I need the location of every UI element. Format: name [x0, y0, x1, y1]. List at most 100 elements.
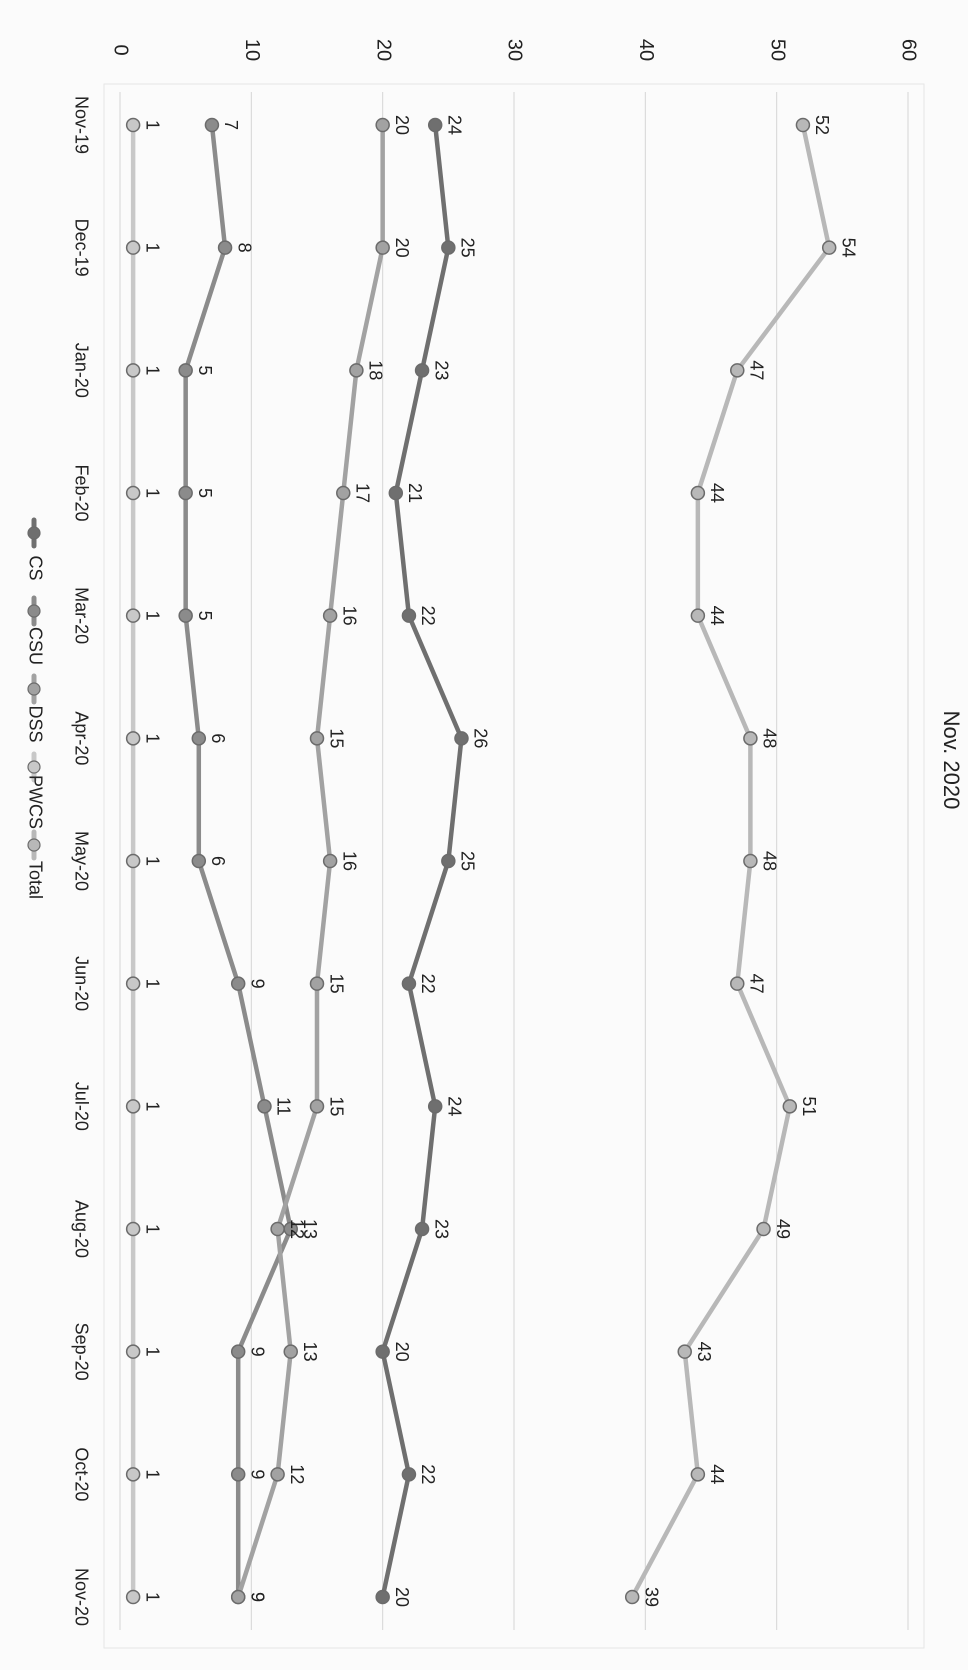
point-csu-9 [257, 1099, 272, 1114]
point-total-5 [690, 608, 706, 623]
legend-item-pwcs: PWCS [25, 751, 45, 829]
label-csu-1: 7 [221, 120, 241, 130]
y-tick-30: 30 [504, 39, 526, 61]
point-pwcs-11 [125, 1344, 141, 1359]
point-csu-5 [178, 608, 193, 623]
point-cs-9 [427, 1099, 443, 1114]
point-total-6 [743, 731, 758, 746]
point-csu-12 [230, 1467, 246, 1482]
point-cs-2 [441, 240, 456, 255]
point-dss-3 [349, 363, 364, 378]
label-dss-3: 18 [366, 360, 386, 380]
label-pwcs-7: 1 [142, 856, 162, 866]
label-cs-10: 23 [431, 1219, 451, 1239]
chart-title: Nov. 2020 [939, 711, 964, 810]
point-pwcs-1 [125, 117, 141, 133]
label-pwcs-11: 1 [142, 1347, 162, 1357]
label-csu-2: 8 [234, 243, 254, 253]
label-cs-1: 24 [444, 115, 464, 135]
label-total-8: 47 [747, 974, 767, 994]
point-csu-3 [178, 363, 193, 378]
label-pwcs-9: 1 [142, 1101, 162, 1111]
x-tick-apr-20: Apr-20 [71, 711, 91, 765]
label-cs-12: 22 [418, 1464, 438, 1484]
y-tick-50: 50 [766, 39, 788, 61]
plot-border [103, 83, 925, 1649]
point-cs-8 [401, 976, 417, 991]
point-pwcs-13 [125, 1589, 141, 1605]
x-tick-nov-19: Nov-19 [71, 96, 91, 154]
point-pwcs-3 [125, 363, 141, 378]
label-pwcs-6: 1 [142, 733, 162, 743]
x-tick-may-20: May-20 [71, 831, 91, 891]
point-total-3 [730, 363, 745, 378]
point-pwcs-12 [125, 1467, 141, 1482]
point-cs-7 [441, 853, 456, 869]
point-cs-3 [414, 363, 430, 378]
y-tick-20: 20 [372, 39, 394, 61]
label-total-4: 44 [707, 483, 727, 503]
label-dss-4: 17 [353, 483, 373, 503]
x-tick-jun-20: Jun-20 [71, 956, 91, 1011]
label-dss-5: 16 [339, 606, 359, 626]
point-total-1 [795, 117, 811, 133]
label-cs-11: 20 [392, 1342, 412, 1362]
label-total-13: 39 [641, 1587, 661, 1607]
label-pwcs-12: 1 [142, 1469, 162, 1479]
label-cs-9: 24 [444, 1096, 464, 1116]
label-dss-6: 15 [326, 728, 346, 748]
label-pwcs-1: 1 [142, 120, 162, 130]
label-csu-10: 13 [300, 1219, 320, 1239]
point-total-13 [624, 1589, 640, 1605]
label-pwcs-3: 1 [142, 365, 162, 375]
label-csu-8: 9 [247, 979, 267, 989]
point-dss-9 [309, 1099, 325, 1114]
label-dss-1: 20 [392, 115, 412, 135]
series-cs: 24 25 23 21 22 26 25 22 24 23 20 22 20 [375, 115, 491, 1607]
label-pwcs-13: 1 [142, 1592, 162, 1602]
x-tick-aug-20: Aug-20 [71, 1200, 91, 1258]
label-pwcs-8: 1 [142, 979, 162, 989]
point-csu-7 [191, 853, 207, 869]
point-pwcs-10 [125, 1221, 141, 1237]
title-layer: Nov. 2020 [939, 711, 964, 810]
y-tick-60: 60 [898, 39, 920, 61]
legend-label-csu: CSU [25, 627, 45, 665]
legend-item-total: Total [25, 829, 45, 899]
label-total-3: 47 [747, 360, 767, 380]
label-dss-11: 13 [300, 1342, 320, 1362]
point-cs-12 [401, 1467, 417, 1482]
label-csu-5: 5 [195, 611, 215, 621]
label-csu-13: 9 [247, 1592, 267, 1602]
label-total-2: 54 [838, 238, 858, 258]
label-cs-6: 26 [471, 728, 491, 748]
label-cs-3: 23 [431, 360, 451, 380]
point-dss-10 [270, 1221, 285, 1237]
label-cs-4: 21 [405, 483, 425, 503]
legend-swatch-marker-pwcs [27, 760, 41, 774]
point-csu-1 [204, 117, 220, 133]
legend-swatch-marker-cs [27, 526, 41, 540]
label-total-9: 51 [799, 1096, 819, 1116]
x-tick-jul-20: Jul-20 [71, 1082, 91, 1131]
label-total-10: 49 [773, 1219, 793, 1239]
legend-swatch-marker-total [27, 838, 41, 852]
point-total-10 [756, 1221, 771, 1237]
point-csu-6 [191, 731, 207, 746]
point-dss-13 [230, 1589, 246, 1605]
legend-label-dss: DSS [25, 705, 45, 742]
label-csu-6: 6 [208, 733, 228, 743]
legend-label-pwcs: PWCS [25, 775, 45, 829]
point-cs-11 [375, 1344, 390, 1359]
label-dss-7: 16 [339, 851, 359, 871]
point-csu-2 [217, 240, 233, 255]
y-tick-0: 0 [110, 44, 132, 55]
point-cs-13 [375, 1589, 390, 1605]
point-total-11 [677, 1344, 692, 1359]
point-total-7 [743, 853, 758, 869]
point-pwcs-4 [125, 485, 141, 501]
label-dss-12: 12 [287, 1464, 307, 1484]
legend-label-total: Total [25, 861, 45, 899]
label-csu-3: 5 [195, 365, 215, 375]
